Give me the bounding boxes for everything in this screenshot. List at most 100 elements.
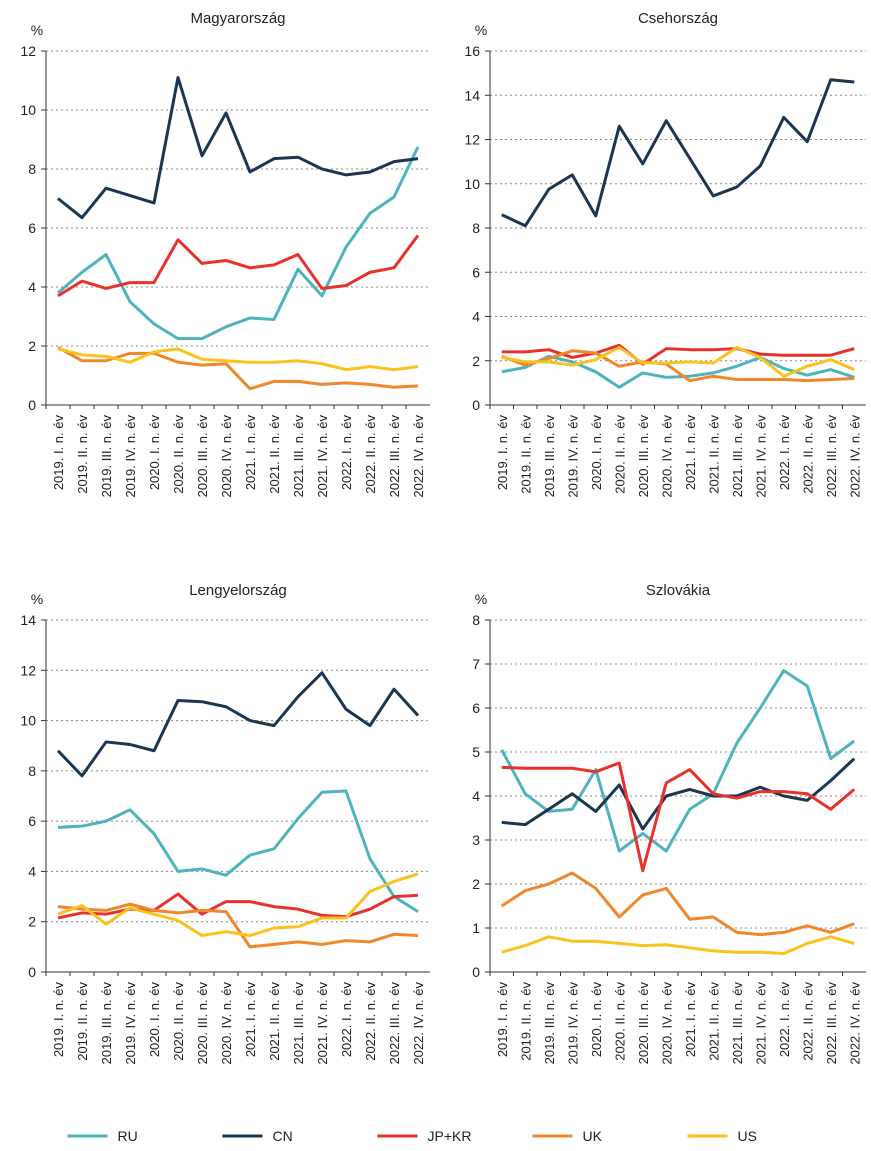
y-axis-label: % [31, 591, 43, 607]
x-tick-label: 2022. I. n. év [339, 982, 354, 1058]
y-axis-label: % [475, 591, 487, 607]
y-tick-label: 12 [20, 43, 36, 59]
x-tick-label: 2020. III. n. év [195, 982, 210, 1065]
y-tick-label: 6 [28, 813, 36, 829]
x-tick-label: 2021. II. n. év [706, 415, 721, 494]
x-tick-label: 2022. III. n. év [824, 982, 839, 1065]
series-line [57, 346, 419, 391]
x-tick-label: 2021. I. n. év [683, 982, 698, 1058]
x-tick-label: 2020. II. n. év [171, 415, 186, 494]
series-line [57, 76, 419, 220]
x-tick-label: 2021. I. n. év [683, 415, 698, 491]
y-tick-label: 6 [28, 220, 36, 236]
y-tick-label: 2 [472, 353, 480, 369]
series-line [57, 789, 419, 913]
y-axis-label: % [31, 22, 43, 38]
x-tick-label: 2021. III. n. év [730, 982, 745, 1065]
x-tick-label: 2019. II. n. év [518, 415, 533, 494]
x-tick-label: 2021. II. n. év [706, 982, 721, 1061]
y-tick-label: 10 [20, 713, 36, 729]
x-tick-label: 2021. II. n. év [267, 982, 282, 1061]
y-tick-label: 8 [28, 763, 36, 779]
x-tick-label: 2019. IV. n. év [123, 982, 138, 1065]
x-tick-label: 2022. III. n. év [387, 415, 402, 498]
y-tick-label: 14 [464, 87, 480, 103]
x-tick-label: 2021. IV. n. év [315, 982, 330, 1065]
x-tick-label: 2021. III. n. év [730, 415, 745, 498]
y-tick-label: 4 [472, 309, 480, 325]
x-tick-label: 2021. III. n. év [291, 415, 306, 498]
x-tick-label: 2020. I. n. év [147, 415, 162, 491]
x-tick-label: 2022. I. n. év [339, 415, 354, 491]
series-line [57, 347, 419, 372]
y-axis-label: % [475, 22, 487, 38]
y-tick-label: 10 [464, 176, 480, 192]
y-tick-label: 8 [28, 161, 36, 177]
x-tick-label: 2019. III. n. év [99, 415, 114, 498]
y-tick-label: 4 [28, 279, 36, 295]
x-tick-label: 2019. III. n. év [542, 982, 557, 1065]
x-tick-label: 2019. I. n. év [495, 415, 510, 491]
chart-title: Csehország [638, 10, 718, 27]
x-tick-label: 2019. I. n. év [51, 982, 66, 1058]
x-tick-label: 2022. IV. n. év [411, 415, 426, 498]
y-tick-label: 2 [28, 914, 36, 930]
chart-title: Lengyelország [189, 582, 287, 599]
x-tick-label: 2022. II. n. év [363, 982, 378, 1061]
x-tick-label: 2019. IV. n. év [565, 982, 580, 1065]
x-tick-label: 2019. II. n. év [518, 982, 533, 1061]
y-tick-label: 2 [28, 338, 36, 354]
x-tick-label: 2019. III. n. év [542, 415, 557, 498]
y-tick-label: 12 [464, 132, 480, 148]
x-tick-label: 2019. IV. n. év [565, 415, 580, 498]
series-line [56, 671, 420, 778]
x-tick-label: 2021. IV. n. év [753, 982, 768, 1065]
x-tick-label: 2020. III. n. év [195, 415, 210, 498]
y-tick-label: 8 [472, 612, 480, 628]
x-tick-label: 2020. IV. n. év [219, 415, 234, 498]
y-tick-label: 6 [472, 264, 480, 280]
x-tick-label: 2022. I. n. év [777, 415, 792, 491]
x-tick-label: 2022. I. n. év [777, 982, 792, 1058]
series-line [57, 234, 420, 298]
y-tick-label: 5 [472, 744, 480, 760]
series-line [501, 761, 856, 873]
x-tick-label: 2019. II. n. év [75, 982, 90, 1061]
series-line [57, 146, 420, 341]
y-tick-label: 0 [28, 964, 36, 980]
x-tick-label: 2022. II. n. év [363, 415, 378, 494]
series-line [501, 757, 856, 831]
legend-label: US [738, 1128, 757, 1144]
legend-label: RU [118, 1128, 138, 1144]
x-tick-label: 2020. III. n. év [636, 415, 651, 498]
y-tick-label: 6 [472, 700, 480, 716]
series-line [500, 669, 856, 853]
y-tick-label: 8 [472, 220, 480, 236]
x-tick-label: 2020. II. n. év [612, 982, 627, 1061]
x-tick-label: 2021. III. n. év [291, 982, 306, 1065]
x-tick-label: 2020. IV. n. év [219, 982, 234, 1065]
y-tick-label: 1 [472, 920, 480, 936]
x-tick-label: 2020. II. n. év [612, 415, 627, 494]
x-tick-label: 2022. III. n. év [824, 415, 839, 498]
x-tick-label: 2020. IV. n. év [659, 415, 674, 498]
legend-label: CN [273, 1128, 293, 1144]
x-tick-label: 2022. II. n. év [800, 415, 815, 494]
x-tick-label: 2020. I. n. év [589, 415, 604, 491]
series-line [57, 892, 419, 920]
x-tick-label: 2022. III. n. év [387, 982, 402, 1065]
y-tick-label: 12 [20, 662, 36, 678]
y-tick-label: 3 [472, 832, 480, 848]
y-tick-label: 10 [20, 102, 36, 118]
x-tick-label: 2022. IV. n. év [411, 982, 426, 1065]
series-line [501, 345, 855, 378]
x-tick-label: 2022. IV. n. év [847, 982, 862, 1065]
x-tick-label: 2022. IV. n. év [847, 415, 862, 498]
series-line [501, 935, 855, 956]
y-tick-label: 2 [472, 876, 480, 892]
y-tick-label: 16 [464, 43, 480, 59]
y-tick-label: 4 [472, 788, 480, 804]
x-tick-label: 2021. I. n. év [243, 415, 258, 491]
x-tick-label: 2021. II. n. év [267, 415, 282, 494]
